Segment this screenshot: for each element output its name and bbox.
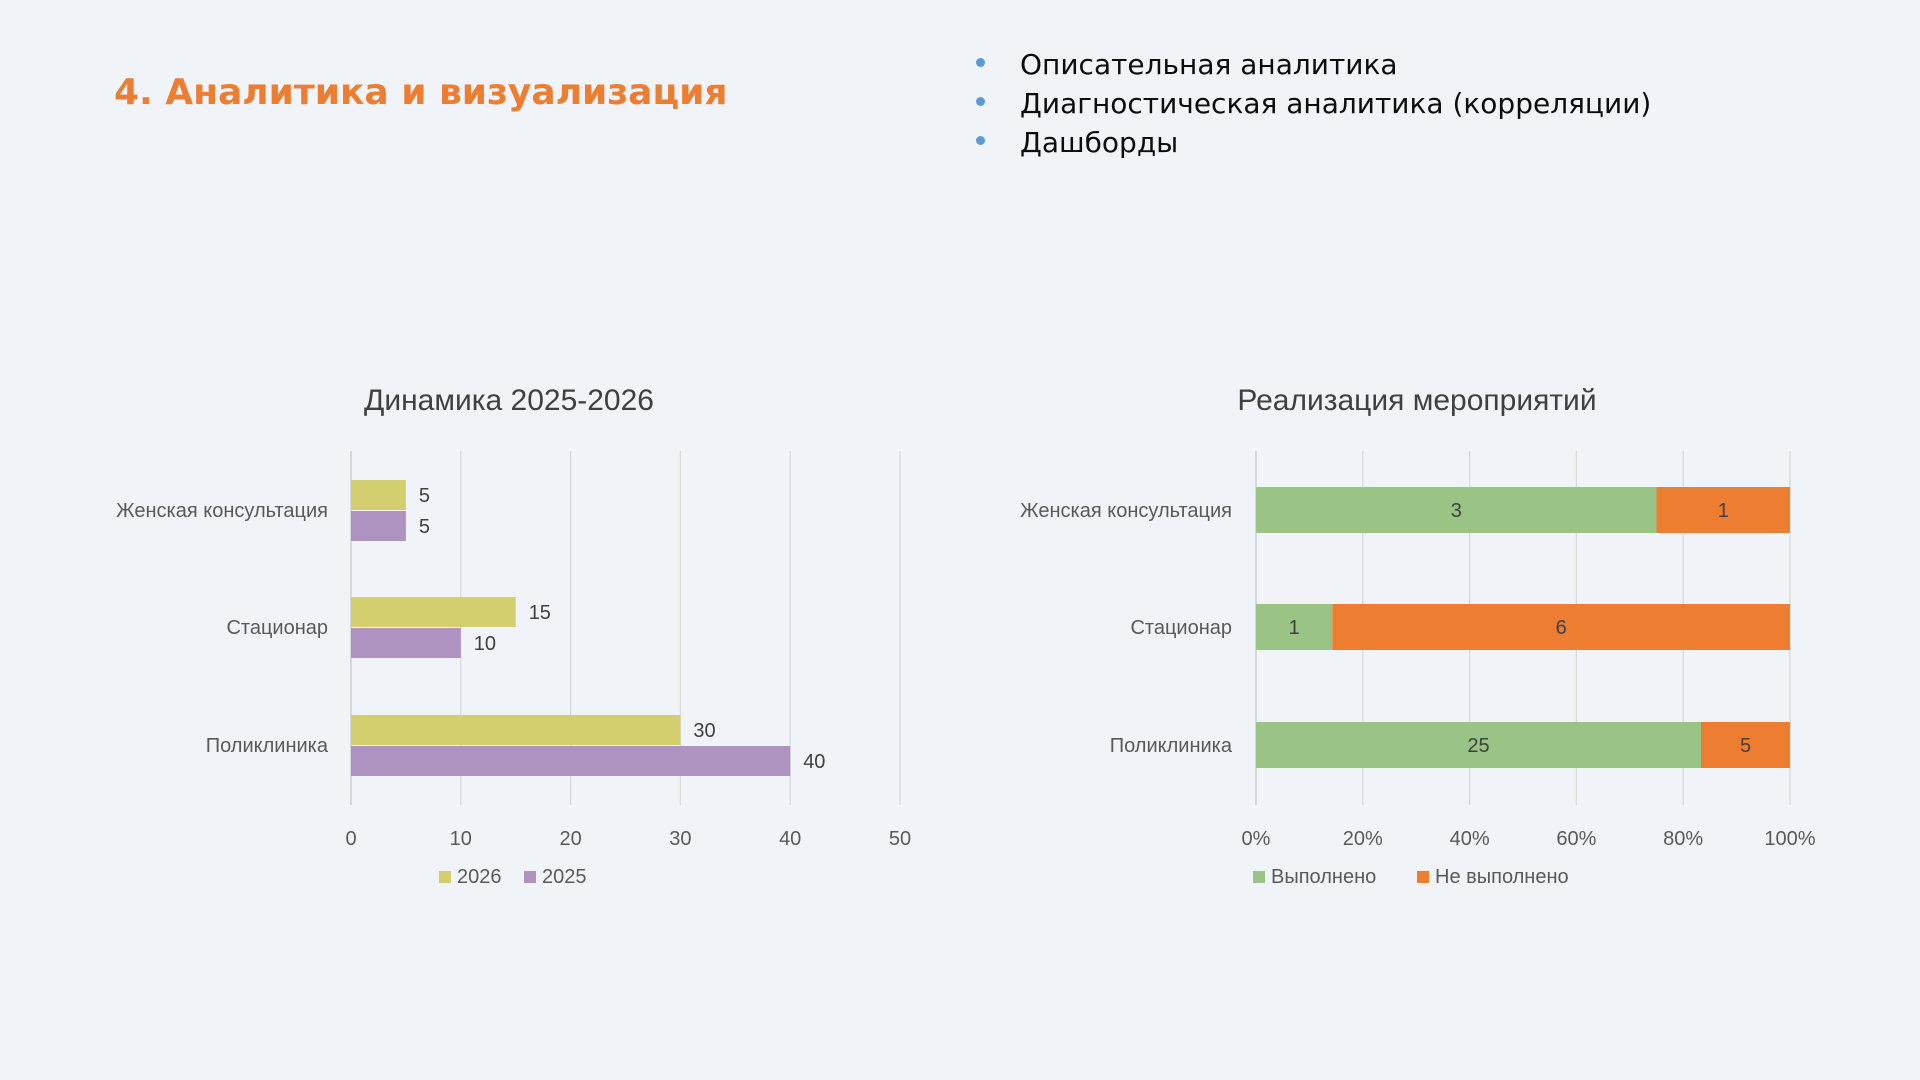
- data-label: 30: [693, 720, 715, 742]
- legend-swatch: [524, 871, 536, 883]
- x-tick-label: 40: [779, 828, 801, 850]
- bar-segment: [1656, 487, 1790, 533]
- bullet-dot-icon: [976, 136, 985, 145]
- x-tick-label: 0%: [1242, 828, 1271, 850]
- data-label: 10: [474, 633, 496, 655]
- bar-2025: [351, 511, 406, 541]
- bullet-dot-icon: [976, 58, 985, 67]
- bar-segment: [1256, 604, 1333, 650]
- bullet-text: Дашборды: [1020, 126, 1179, 159]
- data-label: 1: [1289, 617, 1300, 639]
- x-tick-label: 80%: [1663, 828, 1703, 850]
- legend-swatch: [1417, 871, 1429, 883]
- legend-swatch: [439, 871, 451, 883]
- x-tick-label: 40%: [1450, 828, 1490, 850]
- legend-label: 2026: [457, 866, 502, 888]
- x-tick-label: 0: [345, 828, 356, 850]
- category-label: Поликлиника: [1110, 735, 1233, 757]
- legend-label: Не выполнено: [1435, 866, 1569, 888]
- x-tick-label: 60%: [1556, 828, 1596, 850]
- bullet-dot-icon: [976, 97, 985, 106]
- x-tick-label: 30: [669, 828, 691, 850]
- data-label: 6: [1556, 617, 1567, 639]
- implementation-chart: Реализация мероприятий 0% 20% 40% 60% 80% 100%…: [1020, 384, 1816, 888]
- bar-2025: [351, 746, 791, 776]
- x-tick-label: 20: [559, 828, 581, 850]
- x-tick-label: 20%: [1343, 828, 1383, 850]
- bar-2026: [351, 715, 681, 745]
- bullet-text: Описательная аналитика: [1020, 48, 1398, 81]
- data-label: 5: [419, 485, 430, 507]
- x-tick-label: 10: [450, 828, 472, 850]
- bullet-item: Диагностическая аналитика (корреляции): [970, 84, 1651, 123]
- bar-segment: [1332, 604, 1790, 650]
- bullet-text: Диагностическая аналитика (корреляции): [1020, 87, 1652, 120]
- data-label: 1: [1718, 500, 1729, 522]
- bullet-item: Описательная аналитика: [970, 45, 1651, 84]
- data-label: 5: [1740, 735, 1751, 757]
- legend-swatch: [1253, 871, 1265, 883]
- bar-2026: [351, 480, 406, 510]
- category-label: Женская консультация: [1020, 500, 1232, 522]
- bar-2026: [351, 597, 516, 627]
- bar-segment: [1256, 487, 1657, 533]
- data-label: 3: [1451, 500, 1462, 522]
- dynamics-chart: Динамика 2025-2026 0 10 20 30 40 50 Женская кон…: [116, 384, 911, 888]
- chart-title: Реализация мероприятий: [1237, 384, 1596, 417]
- data-label: 5: [419, 516, 430, 538]
- category-label: Стационар: [1130, 617, 1232, 639]
- legend-label: 2025: [542, 866, 587, 888]
- slide-title: 4. Аналитика и визуализация: [114, 72, 728, 113]
- category-label: Стационар: [226, 617, 328, 639]
- bar-2025: [351, 628, 461, 658]
- data-label: 40: [803, 751, 825, 773]
- legend-label: Выполнено: [1271, 866, 1376, 888]
- x-tick-label: 100%: [1764, 828, 1815, 850]
- bar-segment: [1701, 722, 1790, 768]
- bar-segment: [1256, 722, 1701, 768]
- category-label: Женская консультация: [116, 500, 328, 522]
- chart-title: Динамика 2025-2026: [364, 384, 654, 417]
- x-tick-label: 50: [889, 828, 911, 850]
- bullet-list: Описательная аналитика Диагностическая а…: [970, 45, 1651, 162]
- data-label: 15: [529, 602, 551, 624]
- category-label: Поликлиника: [206, 735, 329, 757]
- bullet-item: Дашборды: [970, 123, 1651, 162]
- data-label: 25: [1467, 735, 1489, 757]
